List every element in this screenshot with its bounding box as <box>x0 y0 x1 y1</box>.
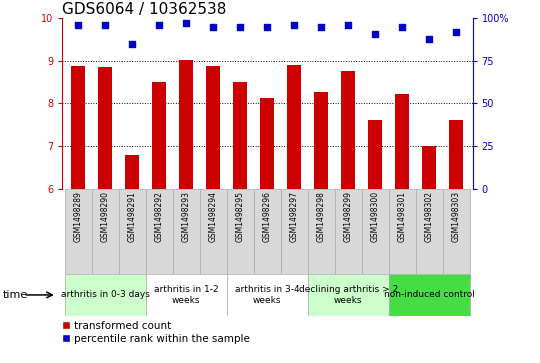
Point <box>209 24 218 30</box>
Bar <box>443 189 470 274</box>
Bar <box>314 91 328 189</box>
Text: GSM1498302: GSM1498302 <box>425 191 434 242</box>
Bar <box>422 146 436 189</box>
Text: GSM1498289: GSM1498289 <box>74 191 83 242</box>
Point <box>290 22 299 28</box>
Text: declining arthritis > 2
weeks: declining arthritis > 2 weeks <box>299 285 398 305</box>
Point <box>452 29 461 35</box>
Bar <box>368 120 382 189</box>
Bar <box>233 82 247 189</box>
Text: arthritis in 3-4
weeks: arthritis in 3-4 weeks <box>235 285 300 305</box>
Bar <box>227 189 254 274</box>
Legend: transformed count, percentile rank within the sample: transformed count, percentile rank withi… <box>62 321 250 344</box>
Bar <box>395 94 409 189</box>
Bar <box>119 189 146 274</box>
Bar <box>71 66 85 189</box>
Bar <box>416 189 443 274</box>
Bar <box>335 189 362 274</box>
Bar <box>389 189 416 274</box>
Point <box>74 22 83 28</box>
Point <box>101 22 110 28</box>
Bar <box>341 71 355 189</box>
Point <box>398 24 407 30</box>
Point <box>182 20 191 26</box>
Bar <box>200 189 227 274</box>
Text: GSM1498300: GSM1498300 <box>371 191 380 242</box>
Bar <box>206 66 220 189</box>
Bar <box>179 60 193 189</box>
Bar <box>125 155 139 189</box>
Text: GSM1498297: GSM1498297 <box>290 191 299 242</box>
Text: GSM1498291: GSM1498291 <box>128 191 137 242</box>
Text: GSM1498301: GSM1498301 <box>398 191 407 242</box>
Point <box>263 24 272 30</box>
Text: GSM1498299: GSM1498299 <box>344 191 353 242</box>
Text: arthritis in 1-2
weeks: arthritis in 1-2 weeks <box>154 285 219 305</box>
Bar <box>254 189 281 274</box>
Point <box>425 36 434 41</box>
Text: GSM1498292: GSM1498292 <box>155 191 164 242</box>
Text: GSM1498293: GSM1498293 <box>182 191 191 242</box>
Bar <box>449 120 463 189</box>
Point <box>128 41 137 47</box>
Text: GSM1498296: GSM1498296 <box>263 191 272 242</box>
Bar <box>152 82 166 189</box>
Bar <box>227 274 308 316</box>
Bar <box>281 189 308 274</box>
Text: arthritis in 0-3 days: arthritis in 0-3 days <box>61 290 150 299</box>
Bar <box>260 98 274 189</box>
Bar <box>287 65 301 189</box>
Text: GSM1498295: GSM1498295 <box>236 191 245 242</box>
Text: GSM1498290: GSM1498290 <box>101 191 110 242</box>
Text: GSM1498294: GSM1498294 <box>209 191 218 242</box>
Point <box>371 30 380 36</box>
Bar <box>389 274 470 316</box>
Point <box>155 22 164 28</box>
Bar <box>146 274 227 316</box>
Point <box>344 22 353 28</box>
Bar <box>362 189 389 274</box>
Bar <box>92 189 119 274</box>
Text: GSM1498298: GSM1498298 <box>317 191 326 242</box>
Bar <box>308 189 335 274</box>
Text: time: time <box>3 290 28 300</box>
Point <box>317 24 326 30</box>
Point <box>236 24 245 30</box>
Bar <box>146 189 173 274</box>
Text: GDS6064 / 10362538: GDS6064 / 10362538 <box>62 2 226 17</box>
Text: non-induced control: non-induced control <box>384 290 475 299</box>
Bar <box>65 274 146 316</box>
Bar <box>308 274 389 316</box>
Text: GSM1498303: GSM1498303 <box>452 191 461 242</box>
Bar <box>98 67 112 189</box>
Bar <box>173 189 200 274</box>
Bar <box>65 189 92 274</box>
